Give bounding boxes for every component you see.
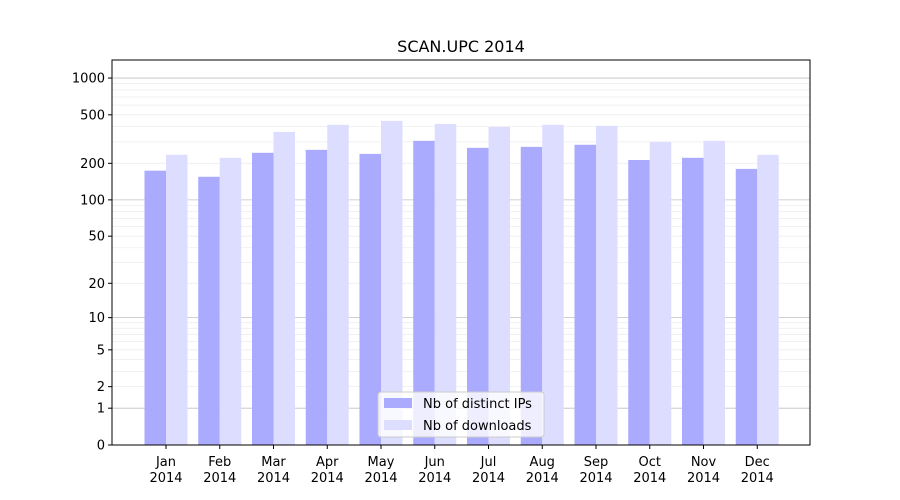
bar-distinct-ips [359, 153, 381, 446]
x-tick-label-month: Feb [208, 455, 231, 470]
bar-downloads [166, 154, 188, 446]
bar-downloads [757, 154, 779, 446]
bar-downloads [703, 140, 725, 445]
legend-swatch-ips [384, 398, 412, 408]
x-tick-label-year: 2014 [257, 471, 290, 486]
y-tick-label: 100 [80, 193, 105, 208]
bar-distinct-ips [413, 140, 435, 445]
x-tick-label-month: Nov [691, 455, 717, 470]
bar-downloads [596, 125, 618, 445]
legend-swatch-downloads [384, 420, 412, 430]
x-tick-label-year: 2014 [526, 471, 559, 486]
x-tick-label-month: May [368, 455, 395, 470]
y-tick-label: 10 [88, 311, 105, 326]
x-tick-label-month: Jan [155, 455, 176, 470]
bar-distinct-ips [735, 168, 758, 445]
y-tick-label: 5 [97, 343, 105, 358]
x-tick-label-year: 2014 [418, 471, 451, 486]
x-tick-label-month: Sep [584, 455, 609, 470]
x-tick-label-month: Jul [480, 455, 497, 470]
bar-distinct-ips [520, 146, 543, 446]
y-tick-label: 1000 [72, 72, 105, 87]
legend-label-downloads: Nb of downloads [423, 419, 532, 434]
x-tick-label-year: 2014 [741, 471, 774, 486]
bar-downloads [273, 131, 295, 446]
y-tick-label: 50 [88, 230, 105, 245]
legend: Nb of distinct IPs Nb of downloads [377, 391, 545, 438]
x-tick-label-month: Oct [639, 455, 661, 470]
x-tick-label-year: 2014 [687, 471, 720, 486]
x-tick-label-year: 2014 [203, 471, 236, 486]
y-tick-label: 20 [88, 277, 105, 292]
x-tick-label-year: 2014 [149, 471, 182, 486]
bar-downloads [649, 141, 672, 445]
bar-distinct-ips [198, 176, 220, 445]
bar-distinct-ips [682, 157, 704, 446]
bar-distinct-ips [252, 152, 274, 445]
plot-frame [111, 59, 811, 446]
bar-distinct-ips [628, 159, 650, 445]
bar-downloads [219, 157, 242, 446]
bar-downloads [327, 124, 349, 446]
x-tick-label-month: Dec [745, 455, 770, 470]
y-tick-label: 2 [97, 380, 105, 395]
x-tick-label-year: 2014 [364, 471, 397, 486]
x-tick-label-month: Apr [316, 455, 339, 470]
x-tick-label-month: Aug [530, 455, 555, 470]
y-tick-label: 500 [80, 108, 105, 123]
legend-label-ips: Nb of distinct IPs [423, 397, 532, 412]
bar-distinct-ips [305, 149, 328, 445]
chart-title: SCAN.UPC 2014 [397, 37, 525, 56]
x-tick-label-month: Jun [424, 455, 445, 470]
bar-distinct-ips [144, 170, 166, 445]
bar-downloads [542, 124, 564, 446]
y-tick-label: 0 [97, 439, 105, 454]
x-tick-label-month: Mar [261, 455, 286, 470]
x-tick-label-year: 2014 [472, 471, 505, 486]
bar-downloads [381, 120, 403, 445]
bar-distinct-ips [467, 147, 489, 445]
y-tick-label: 200 [80, 157, 105, 172]
bar-downloads [488, 126, 510, 446]
x-tick-label-year: 2014 [311, 471, 344, 486]
y-tick-label: 1 [97, 402, 105, 417]
bar-distinct-ips [574, 144, 596, 446]
x-tick-label-year: 2014 [633, 471, 666, 486]
bar-downloads [434, 123, 457, 445]
x-tick-label-year: 2014 [579, 471, 612, 486]
